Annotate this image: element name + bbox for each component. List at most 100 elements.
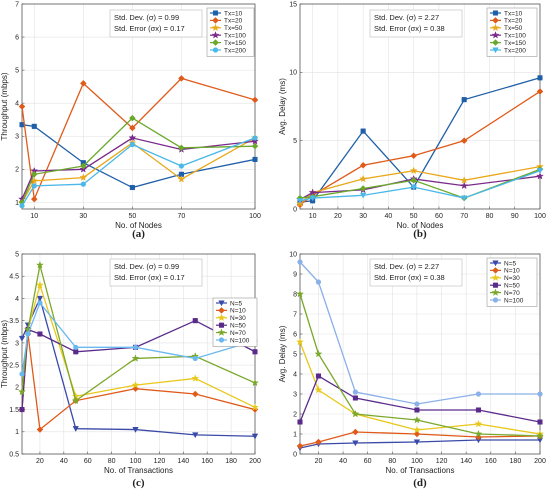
x-axis-label: No. of Nodes <box>115 221 162 230</box>
data-point <box>132 344 139 350</box>
legend-label: Tx=100 <box>224 33 246 40</box>
stats-frame <box>369 9 463 38</box>
legend-label: N=5 <box>504 260 516 267</box>
y-tick-label: 3.5 <box>9 318 19 325</box>
data-point <box>315 373 322 379</box>
data-point <box>80 181 86 187</box>
y-tick-label: 5 <box>293 351 297 358</box>
x-tick-label: 80 <box>486 213 494 220</box>
legend-label: Tx=10 <box>224 10 243 17</box>
series-line <box>21 117 256 203</box>
data-point <box>19 203 25 209</box>
y-tick-label: 6 <box>293 331 297 338</box>
stats-box: Std. Dev. (σ) = 2.27 Std. Error (σx) = 0.… <box>369 9 463 38</box>
legend-label: Tx=20 <box>504 18 523 25</box>
data-point <box>128 133 137 142</box>
x-tick-label: 200 <box>534 458 546 465</box>
panel-caption: (c) <box>132 477 145 489</box>
x-tick-label: 40 <box>385 213 393 220</box>
legend-label: N=50 <box>504 283 520 290</box>
x-tick-label: 50 <box>410 213 418 220</box>
data-point <box>250 378 260 387</box>
legend-label: N=10 <box>504 268 520 275</box>
y-tick-label: 3 <box>15 134 19 141</box>
y-tick-label: 2 <box>293 411 297 418</box>
data-point <box>25 331 31 337</box>
series-line <box>21 137 256 207</box>
x-tick-label: 80 <box>388 458 396 465</box>
data-point <box>178 75 185 82</box>
data-point <box>351 409 360 418</box>
legend-marker <box>492 297 499 303</box>
x-tick-label: 100 <box>130 458 142 465</box>
data-point <box>460 181 469 190</box>
data-point <box>474 419 483 428</box>
stats-frame <box>109 9 203 38</box>
y-axis-label: Avg. Delay (ms) <box>278 325 287 382</box>
x-tick-label: 70 <box>460 213 468 220</box>
data-point <box>129 114 136 122</box>
x-tick-label: 140 <box>460 458 472 465</box>
series-Tx=200 <box>19 135 258 209</box>
x-tick-label: 100 <box>249 213 261 220</box>
data-point <box>250 403 260 411</box>
series-N=5 <box>296 437 544 452</box>
y-tick-label: 4.5 <box>9 274 19 281</box>
data-point <box>31 183 37 189</box>
y-tick-label: 5 <box>15 251 19 258</box>
legend-label: N=30 <box>504 275 520 282</box>
legend-marker <box>212 17 219 24</box>
stats-box: Std. Dev. (σ) = 0.99 Std. Error (σx) = 0.… <box>109 9 203 38</box>
data-point <box>18 335 26 342</box>
stats-line: Std. Dev. (σ) = 2.27 <box>374 262 439 271</box>
data-point <box>535 431 545 440</box>
data-point <box>251 142 259 150</box>
data-point <box>131 354 140 362</box>
legend-marker <box>218 322 225 328</box>
x-tick-label: 30 <box>79 213 87 220</box>
data-point <box>296 198 304 205</box>
legend-label: Tx=20 <box>224 18 243 25</box>
legend-marker <box>212 39 219 46</box>
data-point <box>30 195 38 203</box>
x-tick-label: 40 <box>60 458 68 465</box>
y-tick-label: 0 <box>293 206 297 213</box>
data-point <box>73 344 79 350</box>
y-tick-label: 7 <box>15 1 19 8</box>
data-point <box>132 427 139 433</box>
legend-marker <box>491 23 500 32</box>
data-point <box>79 80 87 87</box>
data-point <box>474 429 483 438</box>
data-point <box>414 407 420 413</box>
data-point <box>36 295 44 302</box>
legend-marker <box>211 23 220 32</box>
data-point <box>252 135 258 141</box>
data-point <box>177 175 186 183</box>
legend-label: N=100 <box>230 337 250 344</box>
stats-line: Std. Dev. (σ) = 0.99 <box>114 13 179 22</box>
legend-marker <box>492 47 499 54</box>
legend-label: Tx=200 <box>224 47 246 54</box>
stats-frame <box>109 258 203 287</box>
data-point <box>131 380 140 389</box>
y-tick-label: 1 <box>293 431 297 438</box>
data-point <box>191 390 199 398</box>
legend-label: N=5 <box>230 300 242 307</box>
chart-panel-2: 10 20 30 40 50 60 70 80 90 100 0 5 10 15 No. of Nodes A… <box>278 1 546 240</box>
x-tick-label: 140 <box>177 458 189 465</box>
data-point <box>192 432 199 439</box>
data-point <box>251 96 259 104</box>
legend-marker <box>491 273 500 282</box>
data-point <box>475 391 482 397</box>
x-tick-label: 60 <box>364 458 372 465</box>
legend: N=5N=10N=30N=50N=70N=100 <box>486 257 538 307</box>
stats-line: Std. Error (σx) = 0.17 <box>114 24 185 33</box>
y-tick-label: 9 <box>293 271 297 278</box>
panel-caption: (d) <box>413 477 427 489</box>
stats-line: Std. Dev. (σ) = 0.99 <box>114 262 179 271</box>
x-tick-label: 120 <box>436 458 448 465</box>
data-point <box>19 371 25 377</box>
x-tick-label: 160 <box>485 458 497 465</box>
data-point <box>129 141 135 148</box>
